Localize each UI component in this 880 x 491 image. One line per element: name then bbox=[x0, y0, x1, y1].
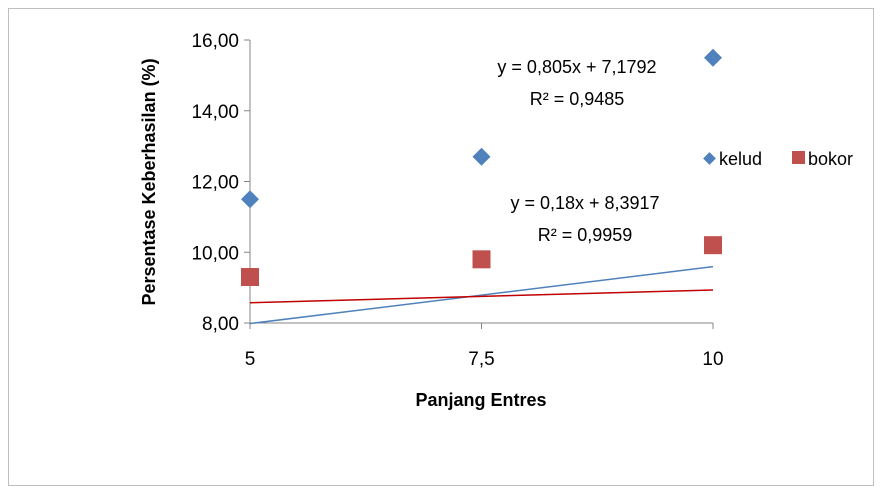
kelud-point bbox=[472, 147, 491, 166]
x-axis-title: Panjang Entres bbox=[415, 390, 546, 410]
legend-marker-bokor bbox=[792, 151, 805, 164]
y-tick-label: 12,00 bbox=[191, 173, 239, 194]
legend: kelud bokor bbox=[703, 149, 853, 169]
legend-marker-kelud bbox=[703, 152, 716, 165]
legend-label-kelud: kelud bbox=[719, 149, 762, 169]
y-tick-label: 10,00 bbox=[191, 243, 239, 264]
bokor-point bbox=[704, 236, 722, 255]
bokor-point bbox=[241, 268, 259, 287]
bokor-equation: y = 0,18x + 8,3917 bbox=[510, 193, 659, 213]
bokor-r2: R² = 0,9959 bbox=[538, 225, 633, 245]
x-tick-label: 5 bbox=[245, 349, 256, 370]
x-tick-label: 7,5 bbox=[468, 349, 494, 370]
y-tick-label: 16,00 bbox=[191, 31, 239, 52]
kelud-r2: R² = 0,9485 bbox=[530, 89, 625, 109]
kelud-point bbox=[241, 190, 259, 209]
y-axis-title: Persentase Keberhasilan (%) bbox=[139, 58, 159, 305]
chart-frame bbox=[8, 8, 874, 486]
legend-label-bokor: bokor bbox=[808, 149, 853, 169]
bokor-point bbox=[472, 250, 491, 269]
x-tick-label: 10 bbox=[702, 349, 723, 370]
kelud-equation: y = 0,805x + 7,1792 bbox=[497, 57, 656, 77]
bokor-trendline bbox=[249, 289, 714, 304]
kelud-trendline bbox=[249, 265, 714, 325]
y-tick-label: 8,00 bbox=[202, 314, 239, 335]
kelud-point bbox=[704, 48, 722, 67]
y-tick-label: 14,00 bbox=[191, 102, 239, 123]
